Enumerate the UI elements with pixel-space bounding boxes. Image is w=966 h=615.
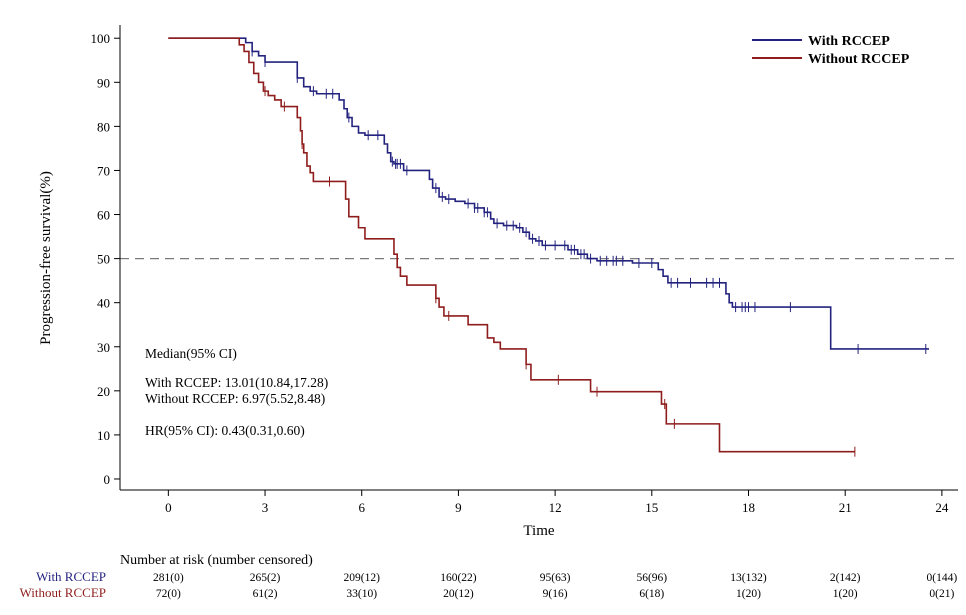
annotations: Median(95% CI) With RCCEP: 13.01(10.84,1… (145, 346, 328, 438)
legend-label-with-rccep: With RCCEP (808, 34, 890, 49)
x-ticks: 0 3 6 9 12 15 18 21 24 (165, 490, 949, 515)
x-tick-label-15: 15 (645, 500, 658, 515)
x-tick-label-9: 9 (455, 500, 462, 515)
risk-cell-0-8: 0(144) (927, 572, 958, 584)
risk-cell-1-7: 1(20) (833, 588, 858, 600)
risk-cell-1-4: 9(16) (543, 588, 568, 600)
risk-cell-1-1: 61(2) (253, 588, 278, 600)
x-axis-label: Time (523, 523, 554, 539)
y-tick-label-90: 90 (97, 75, 110, 90)
risk-cell-0-5: 56(96) (636, 572, 667, 584)
risk-cell-0-6: 13(132) (730, 572, 767, 584)
risk-cell-1-0: 72(0) (156, 588, 181, 600)
y-tick-label-40: 40 (97, 296, 110, 311)
curve-with-rccep (168, 37, 929, 350)
y-tick-label-20: 20 (97, 384, 110, 399)
x-tick-label-21: 21 (839, 500, 852, 515)
risk-cell-1-2: 33(10) (346, 588, 377, 600)
risk-cell-1-5: 6(18) (639, 588, 664, 600)
axes: 0 10 20 30 40 50 60 70 80 90 100 0 3 6 9 12 15 18 21 24 (91, 25, 958, 515)
legend: With RCCEP Without RCCEP (752, 34, 910, 67)
x-tick-label-0: 0 (165, 500, 172, 515)
x-tick-label-6: 6 (358, 500, 365, 515)
x-tick-label-24: 24 (935, 500, 949, 515)
y-axis-label: Progression-free survival(%) (38, 171, 54, 345)
risk-cell-1-6: 1(20) (736, 588, 761, 600)
y-tick-label-30: 30 (97, 340, 110, 355)
risk-cells: 281(0) 265(2) 209(12) 160(22) 95(63) 56(96) 13… (153, 572, 957, 600)
y-tick-label-80: 80 (97, 119, 110, 134)
hazard-ratio: HR(95% CI): 0.43(0.31,0.60) (145, 423, 305, 438)
risk-table-title: Number at risk (number censored) (120, 553, 313, 568)
y-tick-label-60: 60 (97, 208, 110, 223)
risk-cell-0-3: 160(22) (440, 572, 477, 584)
risk-cell-0-1: 265(2) (250, 572, 281, 584)
risk-table: Number at risk (number censored) With RC… (19, 553, 957, 600)
survival-curves (168, 37, 929, 457)
risk-cell-1-3: 20(12) (443, 588, 474, 600)
risk-cell-0-7: 2(142) (830, 572, 861, 584)
y-tick-label-10: 10 (97, 428, 110, 443)
median-header: Median(95% CI) (145, 346, 237, 361)
median-with-rccep: With RCCEP: 13.01(10.84,17.28) (145, 375, 328, 390)
curve-without-rccep (168, 37, 855, 453)
risk-row-label-without-rccep: Without RCCEP (19, 585, 106, 600)
risk-cell-1-8: 0(21) (929, 588, 954, 600)
y-tick-label-50: 50 (97, 252, 110, 267)
median-without-rccep: Without RCCEP: 6.97(5.52,8.48) (145, 391, 325, 406)
legend-label-without-rccep: Without RCCEP (808, 52, 910, 67)
risk-cell-0-2: 209(12) (344, 572, 381, 584)
risk-row-label-with-rccep: With RCCEP (36, 569, 106, 584)
x-tick-label-18: 18 (742, 500, 755, 515)
y-tick-label-0: 0 (104, 472, 111, 487)
y-ticks: 0 10 20 30 40 50 60 70 80 90 100 (91, 31, 120, 487)
x-tick-label-3: 3 (262, 500, 269, 515)
risk-cell-0-0: 281(0) (153, 572, 184, 584)
y-tick-label-70: 70 (97, 163, 110, 178)
x-tick-label-12: 12 (549, 500, 562, 515)
risk-cell-0-4: 95(63) (540, 572, 571, 584)
y-tick-label-100: 100 (91, 31, 111, 46)
